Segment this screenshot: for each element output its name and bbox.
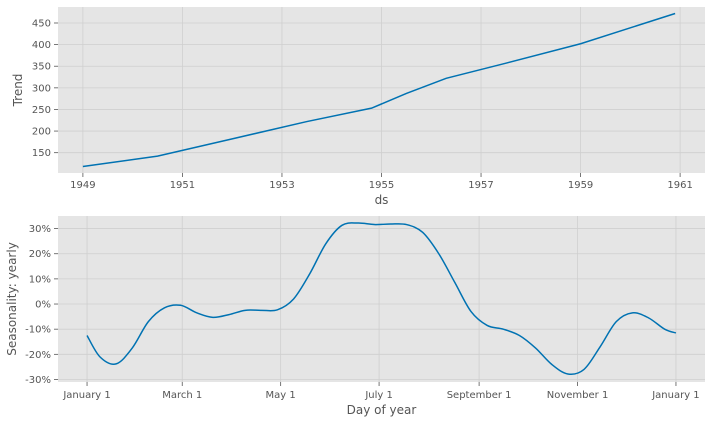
y-tick-label: -20% (25, 350, 51, 361)
trend-gridlines (58, 7, 705, 173)
seasonality-panel: -30% -20% -10% 0% 10% 20% 30% January 1 March 1… (5, 216, 705, 417)
y-tick-label: 0% (35, 300, 51, 311)
x-tick-label: 1959 (568, 180, 593, 191)
seasonality-x-tick-labels: January 1 March 1 May 1 July 1 September 1 No… (62, 382, 700, 401)
x-tick-label: March 1 (162, 390, 202, 401)
x-tick-label: May 1 (266, 390, 296, 401)
y-tick-label: -30% (25, 375, 51, 386)
x-tick-label: 1951 (170, 180, 195, 191)
seasonality-y-axis-label: Seasonality: yearly (5, 242, 19, 356)
seasonality-plot-area (58, 216, 705, 382)
y-tick-label: 300 (32, 83, 51, 94)
trend-x-axis-label: ds (375, 193, 389, 207)
y-tick-label: 150 (32, 148, 51, 159)
y-tick-label: 200 (32, 127, 51, 138)
x-tick-label: September 1 (447, 390, 512, 401)
x-tick-label: November 1 (547, 390, 609, 401)
x-tick-label: 1955 (369, 180, 394, 191)
x-tick-label: 1949 (70, 180, 95, 191)
seasonality-x-axis-label: Day of year (347, 403, 417, 417)
trend-line (82, 12, 676, 168)
seasonality-line (86, 222, 677, 375)
x-tick-label: 1953 (269, 180, 294, 191)
trend-y-tick-labels: 150 200 250 300 350 400 450 (32, 18, 58, 159)
x-tick-label: July 1 (364, 390, 393, 401)
y-tick-label: 450 (32, 18, 51, 29)
y-tick-label: 400 (32, 40, 51, 51)
x-tick-label: January 1 (651, 390, 699, 401)
y-tick-label: -10% (25, 325, 51, 336)
seasonality-gridlines (58, 216, 705, 382)
x-tick-label: January 1 (62, 390, 110, 401)
y-tick-label: 250 (32, 105, 51, 116)
y-tick-label: 10% (29, 274, 51, 285)
y-tick-label: 30% (29, 224, 51, 235)
y-tick-label: 20% (29, 249, 51, 260)
x-tick-label: 1957 (468, 180, 493, 191)
trend-y-axis-label: Trend (11, 74, 25, 108)
trend-x-tick-labels: 1949 1951 1953 1955 1957 1959 1961 (70, 173, 693, 191)
seasonality-y-tick-labels: -30% -20% -10% 0% 10% 20% 30% (25, 224, 58, 386)
x-tick-label: 1961 (667, 180, 692, 191)
y-tick-label: 350 (32, 62, 51, 73)
